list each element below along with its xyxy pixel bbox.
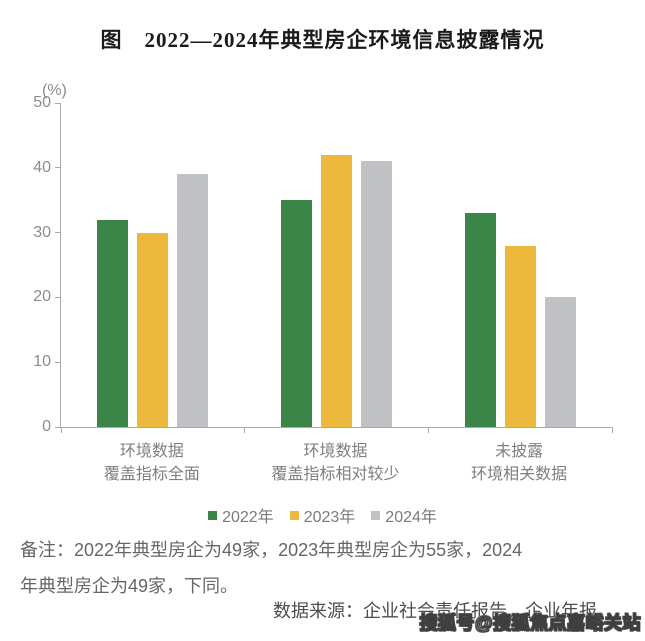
y-axis-tick bbox=[55, 232, 61, 234]
y-axis-tick bbox=[55, 426, 61, 428]
bar-2024年-group1 bbox=[177, 174, 209, 427]
legend-item-2023年: 2023年 bbox=[289, 503, 356, 527]
note-text: 备注：2022年典型房企为49家，2023年典型房企为55家，2024 年典型房… bbox=[20, 540, 523, 596]
y-axis-tick-label: 10 bbox=[33, 353, 51, 371]
bar-2024年-group3 bbox=[544, 297, 576, 427]
bar-2023年-group2 bbox=[321, 154, 352, 427]
y-axis-tick-label: 20 bbox=[33, 288, 51, 306]
y-axis-tick bbox=[55, 361, 61, 363]
legend-swatch-icon bbox=[289, 510, 299, 520]
bar-2022年-group2 bbox=[281, 200, 312, 427]
y-axis-tick bbox=[55, 296, 61, 298]
bar-2022年-group1 bbox=[97, 219, 129, 427]
y-axis-unit-label: (%) bbox=[42, 82, 67, 99]
x-axis-tick bbox=[427, 427, 429, 433]
y-axis-tick bbox=[55, 167, 61, 169]
y-axis-tick bbox=[55, 102, 61, 104]
x-axis-tick bbox=[244, 427, 246, 433]
watermark-text: 搜狐号@搜狐焦点嘉峪关站 bbox=[419, 612, 641, 633]
bar-2023年-group3 bbox=[504, 245, 536, 427]
y-axis-tick-label: 50 bbox=[33, 94, 51, 111]
x-axis-category-label: 环境数据 覆盖指标相对较少 bbox=[271, 443, 400, 483]
legend-item-2022年: 2022年 bbox=[208, 503, 274, 527]
legend-swatch-icon bbox=[371, 510, 381, 520]
x-axis-category-label: 未披露 环境相关数据 bbox=[471, 443, 568, 483]
plot-area: 0 10 20 30 40 50 bbox=[33, 94, 613, 435]
legend-item-2024年: 2024年 bbox=[371, 503, 437, 527]
y-axis-tick-label: 30 bbox=[33, 223, 51, 241]
legend-label: 2024年 bbox=[385, 509, 437, 526]
bar-2022年-group3 bbox=[464, 213, 496, 427]
x-axis-tick bbox=[611, 427, 613, 433]
bar-2023年-group1 bbox=[137, 232, 169, 427]
y-axis-tick-label: 40 bbox=[33, 158, 51, 176]
y-axis-tick-label: 0 bbox=[42, 418, 51, 435]
x-axis-tick bbox=[60, 427, 62, 433]
bar-2024年-group2 bbox=[361, 161, 392, 427]
legend-swatch-icon bbox=[208, 510, 218, 520]
legend-label: 2022年 bbox=[222, 509, 274, 526]
x-axis-category-label: 环境数据 覆盖指标全面 bbox=[103, 443, 200, 483]
chart-title: 图 2022—2024年典型房企环境信息披露情况 bbox=[100, 28, 545, 52]
legend: 2022年 2023年 2024年 bbox=[0, 503, 645, 527]
data-source-text: 数据来源：企业社会责任报告、企业年报。 bbox=[273, 601, 615, 621]
legend-label: 2023年 bbox=[303, 509, 356, 526]
